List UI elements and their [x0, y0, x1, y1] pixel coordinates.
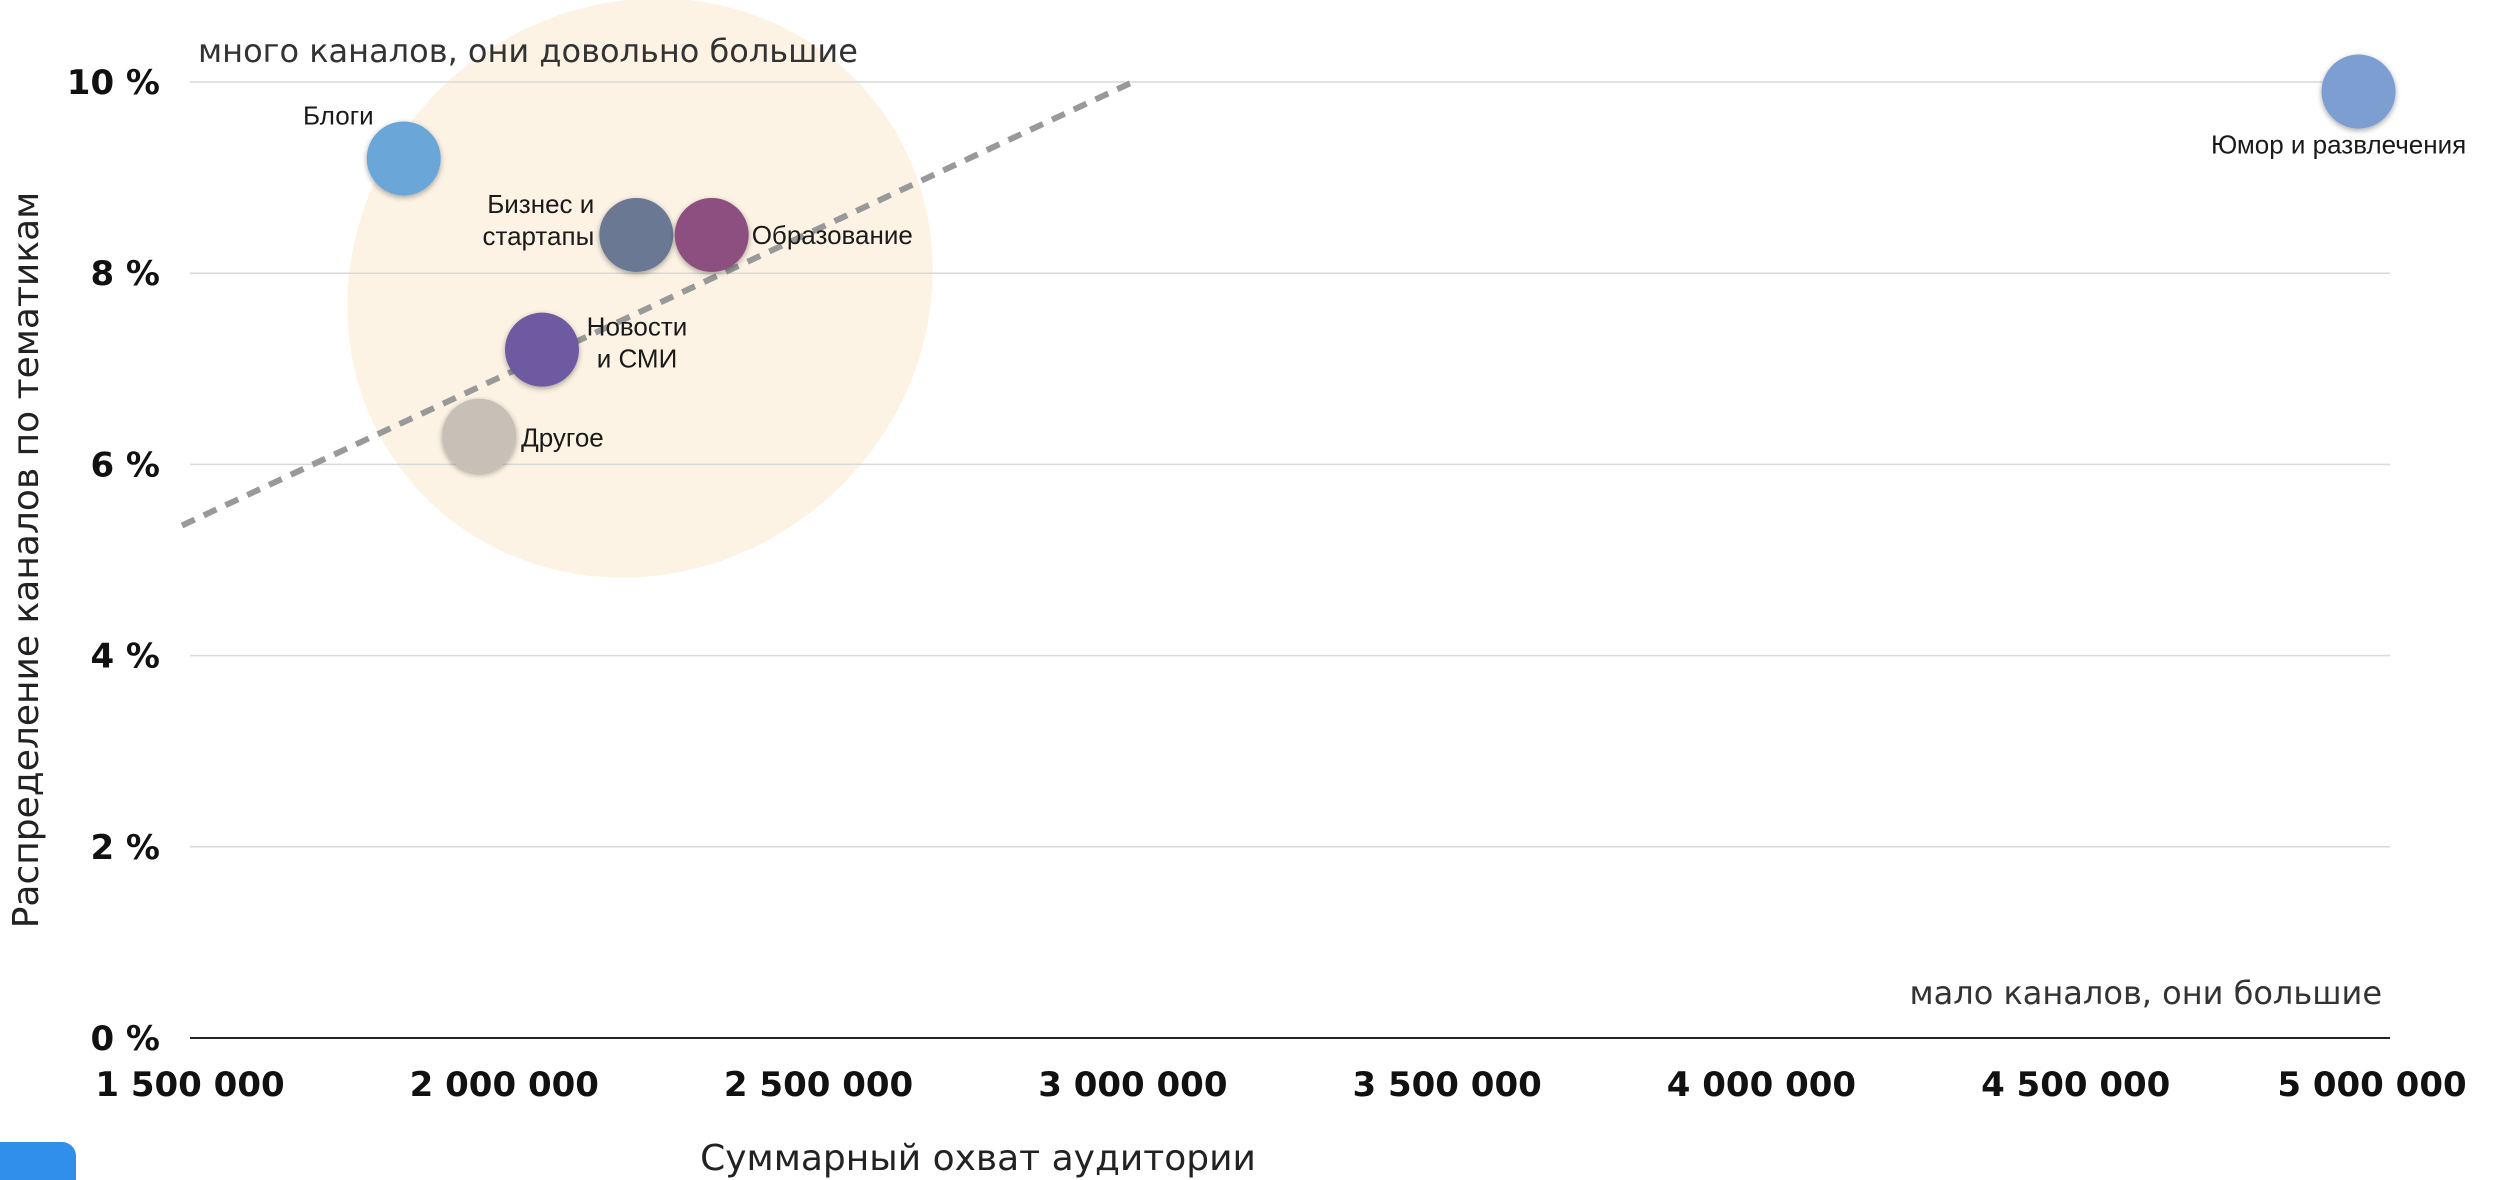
point-label: Блоги [303, 100, 374, 130]
x-tick-label: 4 500 000 [1981, 1065, 2170, 1105]
annotation-top-left: много каналов, они довольно большие [198, 32, 858, 70]
bubble-point [442, 398, 517, 473]
grid-layer [190, 81, 2390, 1039]
y-tick-label: 4 % [90, 637, 160, 677]
x-tick-label: 4 000 000 [1667, 1065, 1856, 1105]
ticks-layer: 0 % 2 % 4 % 6 % 8 % 10 % 1 500 000 2 000 000 2 5… [67, 63, 2467, 1105]
point-label: Другое [521, 423, 604, 453]
x-tick-label: 3 500 000 [1353, 1065, 1542, 1105]
bubble-point [674, 197, 749, 272]
y-tick-label: 2 % [90, 828, 160, 868]
points-layer: Блоги Бизнес и стартапы Образование Новости и… [303, 54, 2466, 473]
bubble-point [599, 197, 674, 272]
bubble-point [2321, 54, 2396, 129]
corner-badge [0, 1142, 76, 1180]
point-label: Юмор и развлечения [2211, 130, 2466, 160]
trendline [180, 79, 1135, 529]
y-tick-label: 6 % [90, 445, 160, 485]
point-label: Образование [752, 220, 913, 250]
x-tick-label: 5 000 000 [2277, 1065, 2466, 1105]
x-axis-title: Суммарный охват аудитории [700, 1138, 1256, 1179]
x-tick-label: 2 000 000 [410, 1065, 599, 1105]
x-tick-label: 3 000 000 [1038, 1065, 1227, 1105]
point-label: Бизнес и стартапы [482, 189, 594, 251]
trendline-layer [180, 79, 1135, 529]
point-label: Новости и СМИ [587, 312, 688, 374]
y-tick-label: 8 % [90, 254, 160, 294]
y-tick-label: 10 % [67, 63, 160, 103]
y-axis-title: Распределение каналов по тематикам [6, 192, 47, 929]
y-tick-label: 0 % [90, 1019, 160, 1059]
bubble-point [505, 312, 579, 387]
annotation-bottom-right: мало каналов, они большие [1909, 974, 2382, 1012]
x-tick-label: 2 500 000 [724, 1065, 913, 1105]
x-tick-label: 1 500 000 [95, 1065, 284, 1105]
bubble-point [366, 121, 441, 196]
